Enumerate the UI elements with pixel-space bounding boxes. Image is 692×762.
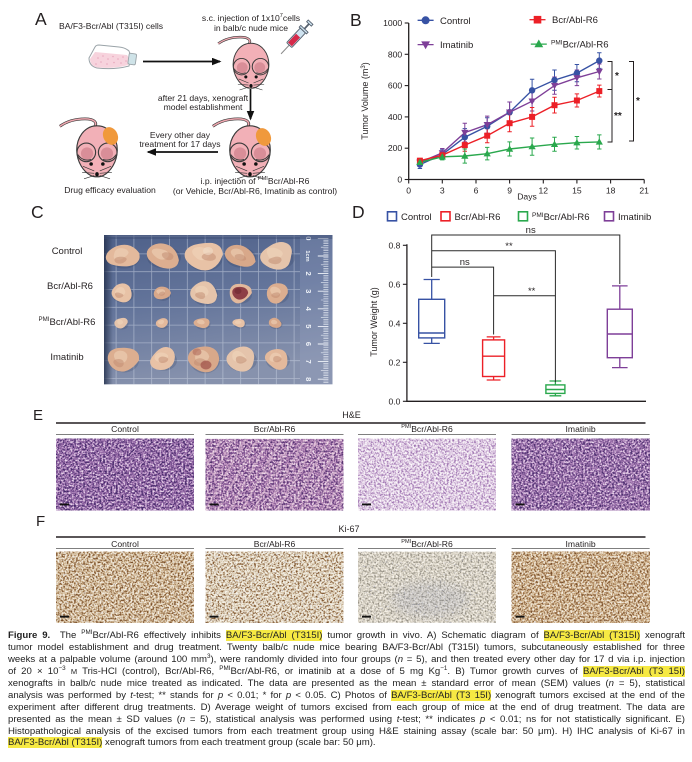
- svg-text:Control: Control: [401, 212, 432, 223]
- svg-text:PMIBcr/Abl-R6: PMIBcr/Abl-R6: [551, 40, 609, 51]
- svg-text:ns: ns: [460, 257, 470, 268]
- svg-text:12: 12: [539, 186, 549, 196]
- svg-text:0: 0: [406, 186, 411, 196]
- svg-text:0: 0: [304, 236, 313, 240]
- svg-text:800: 800: [388, 49, 403, 59]
- svg-text:3: 3: [304, 289, 313, 293]
- svg-text:1000: 1000: [383, 18, 402, 28]
- svg-text:Imatinib: Imatinib: [440, 40, 473, 51]
- svg-text:0.2: 0.2: [388, 357, 400, 367]
- svg-text:0: 0: [397, 175, 402, 185]
- svg-text:0.8: 0.8: [388, 240, 400, 250]
- svg-text:200: 200: [388, 143, 403, 153]
- svg-text:ns: ns: [526, 225, 536, 236]
- svg-text:**: **: [505, 241, 513, 252]
- svg-text:Bcr/Abl-R6: Bcr/Abl-R6: [455, 212, 501, 223]
- svg-text:3: 3: [440, 186, 445, 196]
- svg-text:PMIBcr/Abl-R6: PMIBcr/Abl-R6: [532, 212, 590, 223]
- svg-text:400: 400: [388, 112, 403, 122]
- svg-text:15: 15: [572, 186, 582, 196]
- svg-text:0.4: 0.4: [388, 318, 400, 328]
- svg-text:Control: Control: [440, 16, 471, 27]
- svg-text:7: 7: [304, 359, 313, 363]
- svg-text:0.6: 0.6: [388, 279, 400, 289]
- svg-text:Imatinib: Imatinib: [618, 212, 651, 223]
- svg-text:5: 5: [304, 324, 313, 329]
- svg-text:6: 6: [304, 342, 313, 346]
- svg-text:18: 18: [606, 186, 616, 196]
- svg-text:Days: Days: [517, 192, 537, 202]
- svg-text:Bcr/Abl-R6: Bcr/Abl-R6: [552, 15, 598, 26]
- svg-text:4: 4: [304, 307, 313, 312]
- svg-text:6: 6: [474, 186, 479, 196]
- svg-text:1cm: 1cm: [304, 250, 310, 261]
- svg-text:0.0: 0.0: [388, 396, 400, 406]
- svg-text:*: *: [615, 71, 619, 82]
- svg-text:8: 8: [304, 377, 313, 381]
- svg-text:Tumor Weight (g): Tumor Weight (g): [369, 287, 379, 357]
- svg-text:9: 9: [507, 186, 512, 196]
- svg-text:*: *: [636, 96, 640, 107]
- svg-text:600: 600: [388, 81, 403, 91]
- svg-text:21: 21: [639, 186, 649, 196]
- svg-text:Tumor Volume (m3): Tumor Volume (m3): [360, 62, 370, 140]
- svg-text:**: **: [528, 286, 536, 297]
- svg-text:**: **: [614, 111, 622, 122]
- svg-text:2: 2: [304, 271, 313, 275]
